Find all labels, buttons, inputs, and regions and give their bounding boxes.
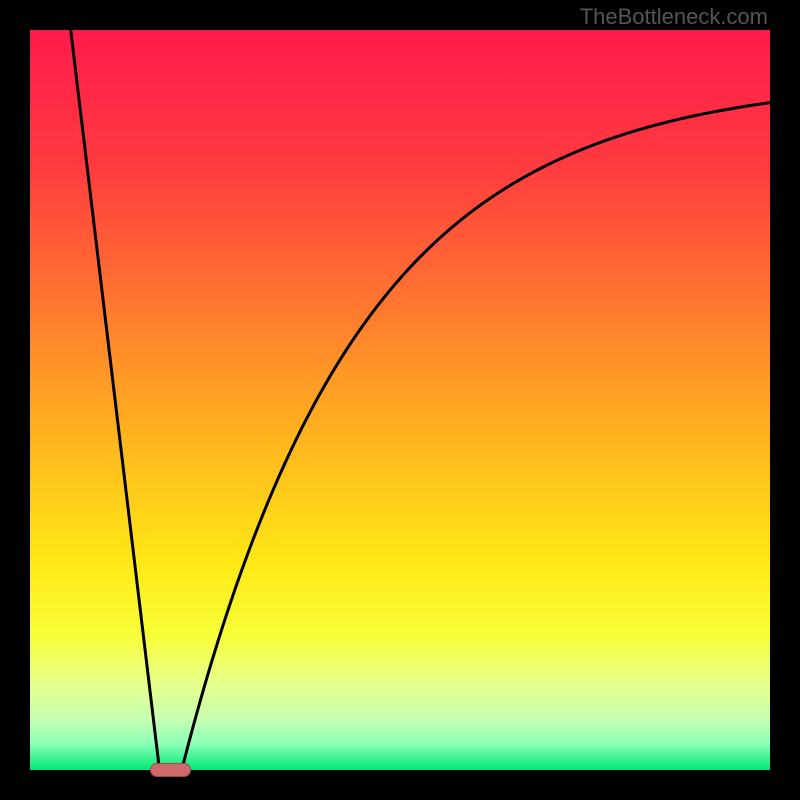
optimum-marker bbox=[150, 763, 191, 778]
watermark-text: TheBottleneck.com bbox=[580, 4, 768, 30]
chart-frame: TheBottleneck.com bbox=[0, 0, 800, 800]
gradient-background bbox=[30, 30, 770, 770]
